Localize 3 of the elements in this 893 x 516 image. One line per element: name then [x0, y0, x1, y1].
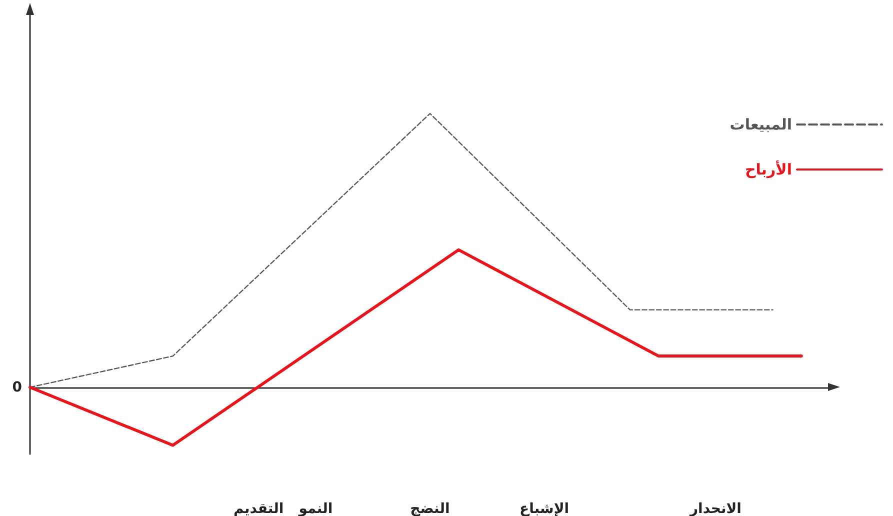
text: الأرباح	[744, 160, 792, 178]
text: 0	[12, 379, 22, 396]
text: المبيعات	[730, 116, 792, 134]
